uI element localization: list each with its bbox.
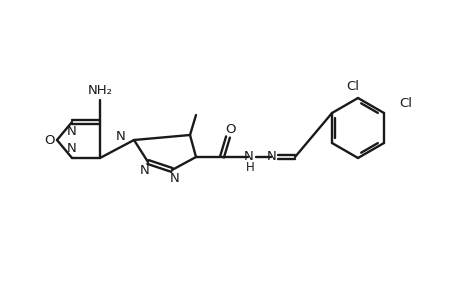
Text: Cl: Cl xyxy=(346,80,359,92)
Text: N: N xyxy=(140,164,150,176)
Text: N: N xyxy=(170,172,179,184)
Text: N: N xyxy=(244,149,253,163)
Text: H: H xyxy=(245,160,254,173)
Text: N: N xyxy=(267,149,276,163)
Text: N: N xyxy=(116,130,126,142)
Text: O: O xyxy=(225,122,236,136)
Text: NH₂: NH₂ xyxy=(87,83,112,97)
Text: N: N xyxy=(67,124,77,137)
Text: Cl: Cl xyxy=(398,97,411,110)
Text: N: N xyxy=(67,142,77,154)
Text: O: O xyxy=(45,134,55,146)
